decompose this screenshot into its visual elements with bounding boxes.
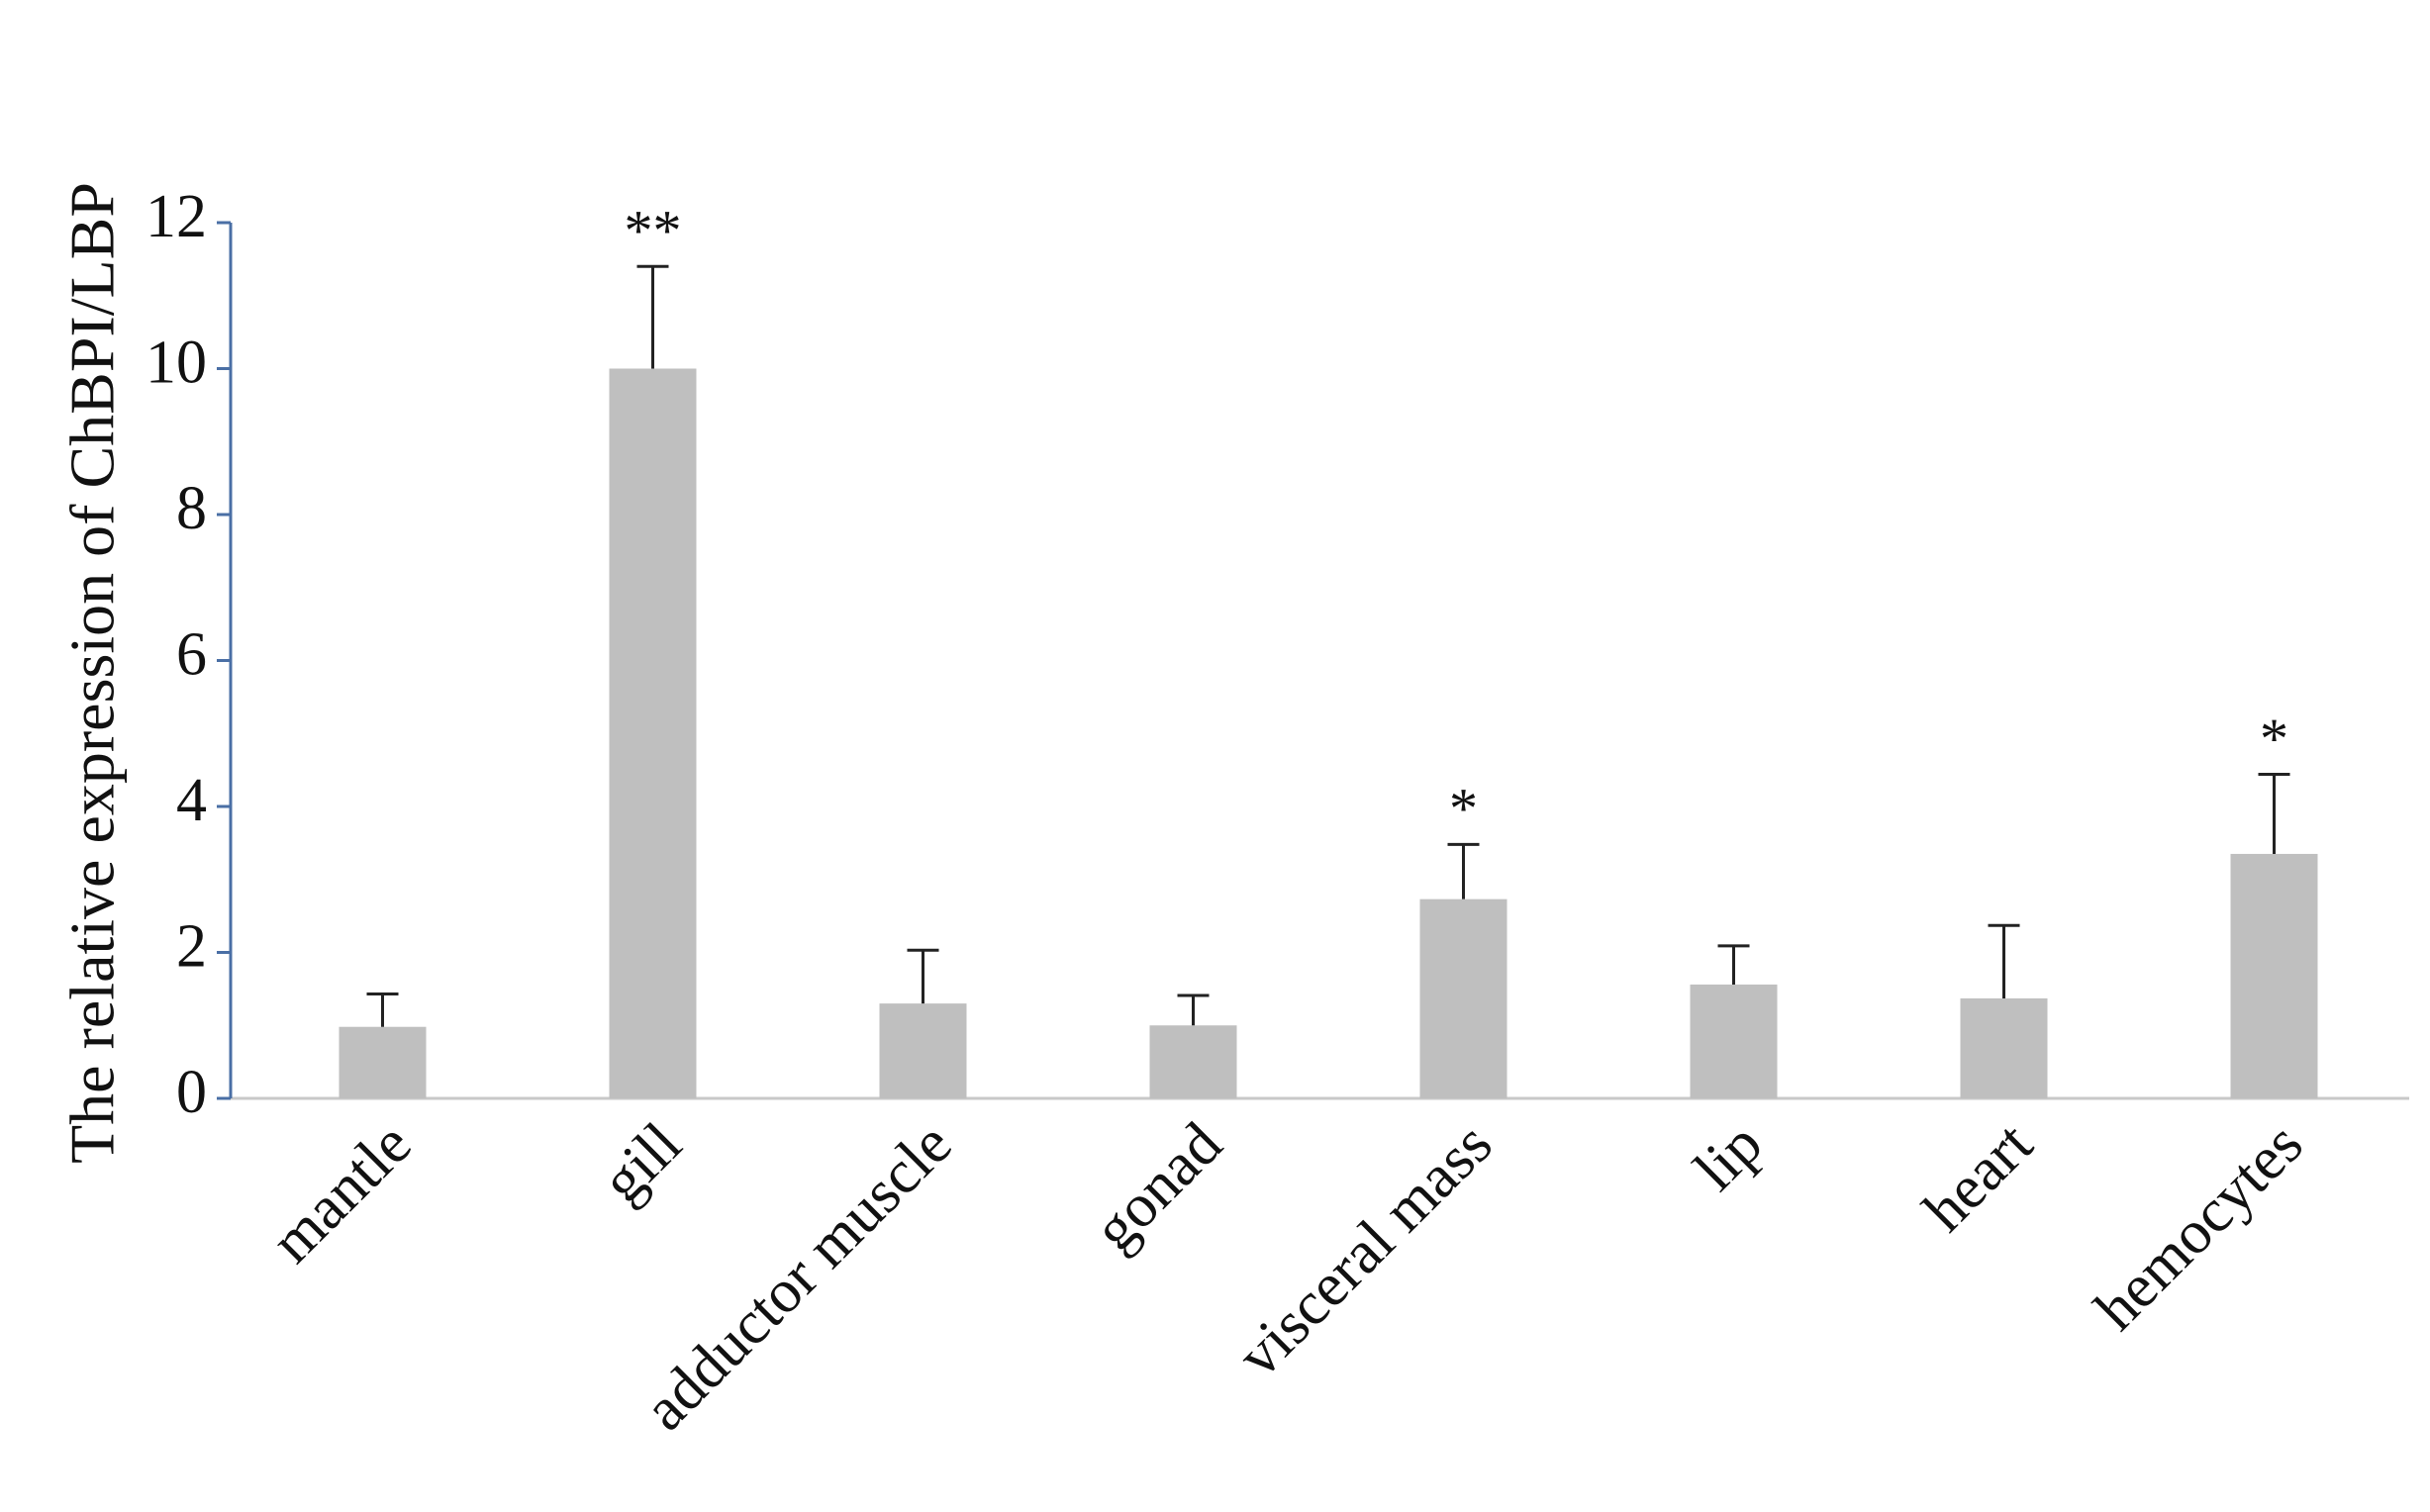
bar [339,1026,427,1098]
y-tick-label: 8 [176,475,207,542]
error-bar [1177,993,1210,1026]
y-axis-title: The relative expression of ChBPI/LBP [57,182,128,1164]
x-tick-label: visceral mass [1224,1110,1505,1390]
x-tick-label: hemocytes [2083,1110,2316,1344]
error-bar [636,264,669,369]
significance-label: * [1449,777,1478,841]
x-tick-label: gonad [1081,1110,1234,1264]
y-tick-label: 0 [176,1059,207,1126]
significance-label: ** [625,199,682,263]
error-bar [2258,773,2290,854]
y-tick-label: 4 [176,767,207,834]
y-tick-label: 10 [146,330,207,397]
bar [1690,984,1778,1098]
x-tick-label: mantle [258,1110,424,1276]
bar [1960,997,2048,1098]
x-tick-label: heart [1911,1110,2046,1245]
bar [1419,898,1507,1098]
bar [2230,853,2318,1098]
bar [609,368,697,1098]
error-bar [1717,944,1750,985]
error-bar [1988,923,2020,998]
error-bar [907,948,939,1004]
error-bar [1447,842,1480,899]
error-bar [366,992,399,1027]
bar [1149,1025,1237,1098]
x-tick-label: lip [1682,1110,1775,1203]
y-tick-label: 2 [176,913,207,981]
significance-label: * [2260,707,2288,771]
bar [879,1003,967,1098]
x-tick-label: gill [589,1110,695,1216]
y-tick-label: 12 [146,183,207,250]
y-tick-label: 6 [176,621,207,689]
